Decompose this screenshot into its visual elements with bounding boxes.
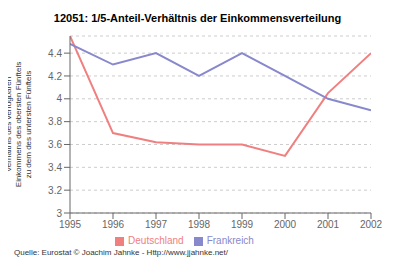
svg-text:Verhältnis des verfügbarenEink: Verhältnis des verfügbarenEinkommens des… <box>8 62 33 187</box>
svg-text:3.2: 3.2 <box>48 185 62 196</box>
svg-text:1997: 1997 <box>145 219 168 230</box>
svg-text:1998: 1998 <box>188 219 211 230</box>
html-text:Quelle: Eurostat © Joachim Jah: Quelle: Eurostat © Joachim Jahnke - Http… <box>14 248 228 257</box>
svg-text:1995: 1995 <box>59 219 82 230</box>
svg-text:2000: 2000 <box>274 219 297 230</box>
svg-text:1996: 1996 <box>102 219 125 230</box>
html-text:Deutschland: Deutschland <box>128 235 184 246</box>
svg-text:2002: 2002 <box>360 219 383 230</box>
svg-text:4.4: 4.4 <box>48 48 62 59</box>
html-text:Frankreich: Frankreich <box>206 235 254 246</box>
svg-text:3.4: 3.4 <box>48 162 62 173</box>
svg-text:1999: 1999 <box>231 219 254 230</box>
svg-text:2001: 2001 <box>317 219 340 230</box>
svg-text:4.2: 4.2 <box>48 71 62 82</box>
svg-text:4: 4 <box>56 93 62 104</box>
html-text:12051: 1/5-Anteil-Verhältnis d: 12051: 1/5-Anteil-Verhältnis der Einkomm… <box>53 12 342 24</box>
svg-text:3.6: 3.6 <box>48 139 62 150</box>
svg-text:3: 3 <box>56 208 62 219</box>
svg-text:3.8: 3.8 <box>48 116 62 127</box>
